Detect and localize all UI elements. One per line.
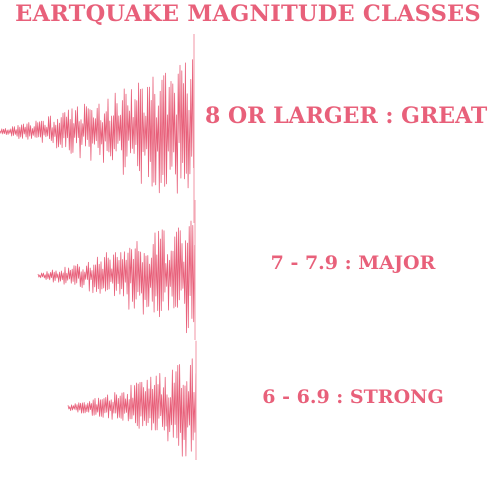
seismic-trace (37, 220, 195, 334)
seismic-wave-strong-icon (67, 340, 197, 460)
class-label-major: 7 - 7.9 : MAJOR (270, 252, 436, 274)
class-label-strong: 6 - 6.9 : STRONG (262, 386, 444, 408)
seismic-trace (0, 59, 194, 194)
seismic-wave-major-icon (37, 200, 196, 340)
seismic-wave-great-icon (0, 34, 195, 223)
page-title: EARTQUAKE MAGNITUDE CLASSES (15, 1, 481, 27)
seismic-trace (67, 358, 197, 457)
class-label-great: 8 OR LARGER : GREAT (205, 103, 488, 129)
